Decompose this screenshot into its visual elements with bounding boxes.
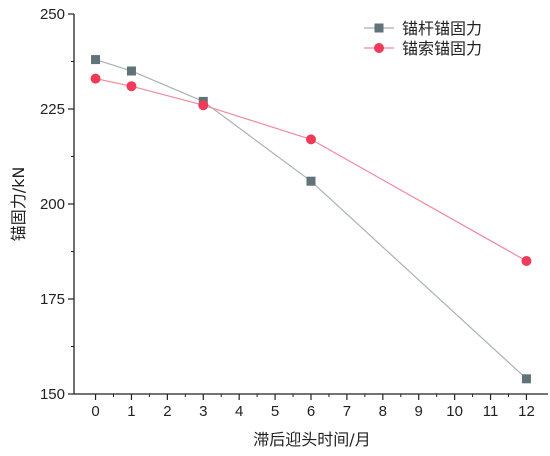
legend-label: 锚杆锚固力 [402, 19, 482, 38]
x-tick-label: 0 [91, 403, 99, 420]
series-2 [90, 73, 532, 266]
legend-label: 锚索锚固力 [402, 39, 482, 58]
data-point [126, 66, 136, 76]
y-tick-label: 175 [40, 291, 65, 308]
legend-item-2: 锚索锚固力 [364, 39, 482, 58]
y-tick-label: 250 [40, 6, 65, 23]
series-1 [91, 55, 531, 384]
x-tick-label: 8 [379, 403, 387, 420]
data-point [306, 176, 316, 186]
legend-marker [374, 43, 384, 53]
series-layer [90, 55, 532, 384]
x-tick-label: 9 [415, 403, 423, 420]
x-tick-label: 1 [127, 403, 135, 420]
y-tick-label: 150 [40, 386, 65, 403]
series-line [95, 59, 527, 380]
x-tick-label: 6 [307, 403, 315, 420]
series-line [95, 78, 527, 262]
x-tick-label: 3 [199, 403, 207, 420]
x-tick-label: 12 [518, 403, 535, 420]
y-tick-label: 225 [40, 101, 65, 118]
data-point [521, 374, 531, 384]
x-tick-label: 5 [271, 403, 279, 420]
legend-marker [374, 23, 384, 33]
data-point [198, 100, 209, 111]
x-axis-title: 滞后迎头时间/月 [253, 430, 370, 449]
data-point [90, 73, 101, 84]
x-tick-label: 10 [446, 403, 463, 420]
y-tick-label: 200 [40, 196, 65, 213]
data-point [521, 256, 532, 266]
data-point [91, 55, 101, 65]
legend-item-1: 锚杆锚固力 [364, 19, 482, 38]
x-tick-label: 2 [163, 403, 171, 420]
data-point [126, 81, 137, 92]
y-axis-title: 锚固力/kN [9, 167, 28, 242]
x-tick-label: 11 [483, 403, 499, 420]
x-tick-label: 7 [343, 403, 351, 420]
data-point [306, 134, 316, 145]
x-tick-label: 4 [235, 403, 243, 420]
